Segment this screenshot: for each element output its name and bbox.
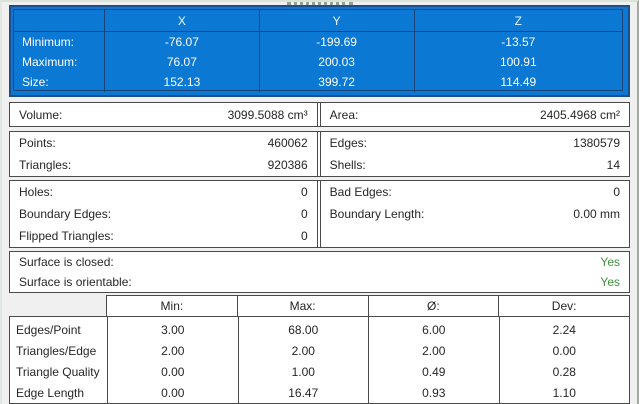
minimum-x-value: -76.07 (105, 32, 260, 52)
stats-column-max: Max: (238, 296, 369, 316)
defects-box: Holes: 0 Boundary Edges: 0 Flipped Trian… (9, 180, 630, 248)
drag-handle-dots[interactable] (286, 2, 353, 5)
stats-row-label: Triangles/Edge (16, 343, 97, 358)
stats-avg-value: 2.00 (422, 343, 446, 358)
statistics-table: Min: Max: Ø: Dev: Edges/Point Triangles/… (9, 295, 630, 404)
shells-value: 14 (606, 158, 620, 172)
dimensions-table: X Y Z Minimum: -76.07 -199.69 -13.57 Max… (13, 9, 623, 92)
points-value: 460062 (267, 136, 308, 150)
volume-label: Volume: (19, 107, 63, 122)
volume-area-box: Volume: 3099.5088 cm³ Area: 2405.4968 cm… (9, 102, 630, 127)
row-label-minimum: Minimum: (14, 32, 106, 52)
stats-dev-value: 0.00 (552, 343, 576, 358)
edges-label: Edges: (329, 136, 367, 150)
bad-edges-label: Bad Edges: (329, 185, 392, 199)
dimensions-table-selected[interactable]: X Y Z Minimum: -76.07 -199.69 -13.57 Max… (9, 5, 630, 97)
surface-orientable-label: Surface is orientable: (19, 275, 132, 289)
stats-dev-value: 2.24 (552, 322, 576, 337)
boundary-edges-label: Boundary Edges: (19, 207, 112, 221)
statistics-body: Edges/Point Triangles/Edge Triangle Qual… (9, 316, 630, 404)
stats-column-min: Min: (107, 296, 238, 316)
boundary-edges-value: 0 (300, 207, 308, 221)
stats-dev-value: 1.10 (552, 385, 576, 400)
stats-min-value: 0.00 (161, 364, 185, 379)
size-y-value: 399.72 (260, 72, 415, 92)
stats-min-value: 0.00 (161, 385, 185, 400)
volume-value: 3099.5088 cm³ (227, 107, 308, 122)
stats-row-label: Edge Length (16, 385, 85, 400)
stats-max-value: 68.00 (288, 322, 319, 337)
stats-min-value: 2.00 (161, 343, 185, 358)
area-value: 2405.4968 cm² (539, 107, 620, 122)
stats-row-label: Triangle Quality (16, 364, 100, 379)
stats-max-value: 1.00 (291, 364, 315, 379)
stats-row-label: Edges/Point (16, 322, 81, 337)
size-x-value: 152.13 (105, 72, 260, 92)
surface-closed-label: Surface is closed: (19, 255, 114, 269)
column-header-y: Y (259, 10, 415, 32)
stats-min-value: 3.00 (161, 322, 185, 337)
stats-avg-value: 0.49 (422, 364, 446, 379)
surface-flags-box: Surface is closed: Yes Surface is orient… (9, 251, 630, 293)
minimum-y-value: -199.69 (260, 32, 415, 52)
row-label-size: Size: (14, 72, 106, 92)
flipped-triangles-value: 0 (300, 229, 308, 243)
holes-value: 0 (300, 185, 308, 199)
stats-max-value: 16.47 (288, 385, 319, 400)
statistics-header-row: Min: Max: Ø: Dev: (106, 295, 630, 316)
stats-column-dev: Dev: (551, 299, 577, 313)
row-label-maximum: Maximum: (14, 52, 106, 72)
bad-edges-value: 0 (613, 185, 620, 199)
column-header-x: X (105, 10, 260, 32)
stats-avg-value: 6.00 (422, 322, 446, 337)
surface-closed-value: Yes (600, 255, 620, 269)
boundary-length-label: Boundary Length: (329, 207, 425, 221)
mesh-counts-box: Points: 460062 Triangles: 920386 Edges: … (9, 131, 630, 177)
stats-max-value: 2.00 (291, 343, 315, 358)
maximum-z-value: 100.91 (499, 55, 537, 69)
column-header-z: Z (414, 10, 622, 32)
stats-dev-value: 0.28 (552, 364, 576, 379)
triangles-value: 920386 (267, 158, 308, 172)
edges-value: 1380579 (573, 136, 620, 150)
triangles-label: Triangles: (19, 158, 72, 172)
dimensions-corner-cell (14, 10, 106, 32)
minimum-z-value: -13.57 (501, 35, 536, 49)
boundary-length-value: 0.00 mm (573, 207, 620, 221)
holes-label: Holes: (19, 185, 54, 199)
stats-column-avg: Ø: (369, 296, 500, 316)
maximum-y-value: 200.03 (260, 52, 415, 72)
area-label: Area: (329, 107, 359, 122)
maximum-x-value: 76.07 (105, 52, 260, 72)
flipped-triangles-label: Flipped Triangles: (19, 229, 114, 243)
stats-avg-value: 0.93 (422, 385, 446, 400)
shells-label: Shells: (329, 158, 366, 172)
size-z-value: 114.49 (500, 75, 537, 89)
surface-orientable-value: Yes (600, 275, 620, 289)
points-label: Points: (19, 136, 56, 150)
